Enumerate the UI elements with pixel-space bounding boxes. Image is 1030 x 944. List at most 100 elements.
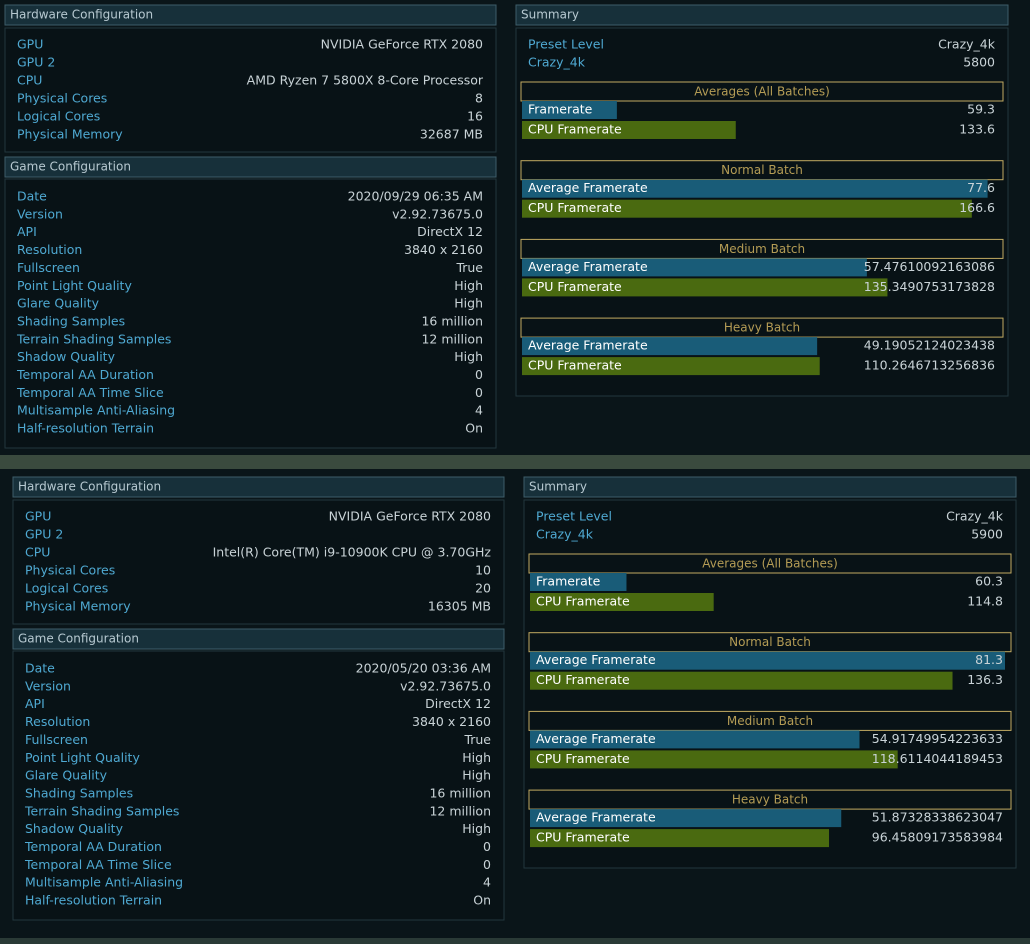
row-value: On <box>473 893 491 908</box>
batch-title: Averages (All Batches) <box>702 557 838 571</box>
bar-label: Average Framerate <box>536 731 656 746</box>
preset-label: Preset Level <box>536 509 612 524</box>
bar-value: 54.91749954223633 <box>872 731 1003 746</box>
row-label: Shadow Quality <box>17 349 116 364</box>
row-label: Glare Quality <box>25 768 108 783</box>
row-value: High <box>454 349 483 364</box>
separator-strip <box>0 455 1030 469</box>
bar-label: CPU Framerate <box>528 200 622 215</box>
batch-title: Heavy Batch <box>724 321 800 335</box>
bar <box>530 573 627 591</box>
row-value: 12 million <box>421 331 483 346</box>
row-value: 20 <box>475 581 491 596</box>
row-label: Point Light Quality <box>25 750 140 765</box>
batch-title: Normal Batch <box>721 163 803 177</box>
bar-value: 81.3 <box>975 652 1003 667</box>
row-label: Half-resolution Terrain <box>25 893 162 908</box>
bar-label: Average Framerate <box>536 810 656 825</box>
bar-value: 136.3 <box>967 672 1003 687</box>
bar-label: CPU Framerate <box>528 279 622 294</box>
batch-title: Normal Batch <box>729 635 811 649</box>
section-header <box>4 156 497 178</box>
row-value: High <box>454 296 483 311</box>
bar-label: Framerate <box>528 102 593 117</box>
preset-label: Preset Level <box>528 37 604 52</box>
row-value: 0 <box>475 367 483 382</box>
bar-label: CPU Framerate <box>536 594 630 609</box>
row-label: GPU <box>17 37 43 52</box>
row-value: 32687 MB <box>420 127 483 142</box>
row-value: NVIDIA GeForce RTX 2080 <box>321 37 483 52</box>
bar-label: Average Framerate <box>528 259 648 274</box>
row-label: Physical Cores <box>17 91 107 106</box>
preset-label: Crazy_4k <box>528 55 586 70</box>
bar <box>522 101 617 119</box>
row-label: Logical Cores <box>25 581 108 596</box>
bar-value: 118.6114044189453 <box>872 751 1003 766</box>
row-value: 0 <box>483 857 491 872</box>
bar-label: CPU Framerate <box>536 672 630 687</box>
row-value: 0 <box>475 385 483 400</box>
bottom-strip <box>0 938 1030 944</box>
section-title: Game Configuration <box>18 632 139 646</box>
row-label: GPU 2 <box>17 55 55 70</box>
section-title: Game Configuration <box>10 160 131 174</box>
row-label: Version <box>17 206 63 221</box>
row-label: Shadow Quality <box>25 821 124 836</box>
section-header <box>12 628 505 650</box>
row-value: Intel(R) Core(TM) i9-10900K CPU @ 3.70GH… <box>213 545 492 560</box>
bar <box>522 357 820 376</box>
row-value: DirectX 12 <box>425 696 491 711</box>
row-label: Half-resolution Terrain <box>17 421 154 436</box>
row-value: 16305 MB <box>428 599 491 614</box>
bar <box>522 258 867 277</box>
row-label: GPU <box>25 509 51 524</box>
row-label: Physical Cores <box>25 563 115 578</box>
bar-value: 96.45809173583984 <box>872 830 1003 845</box>
preset-value: 5900 <box>971 527 1003 542</box>
row-label: Fullscreen <box>25 732 88 747</box>
row-label: Physical Memory <box>17 127 123 142</box>
row-value: 3840 x 2160 <box>412 714 491 729</box>
batch-title: Medium Batch <box>727 714 813 728</box>
bar <box>530 829 830 848</box>
bar-value: 133.6 <box>959 122 995 137</box>
row-label: Temporal AA Duration <box>16 367 154 382</box>
section-header <box>523 476 1017 498</box>
bar <box>530 730 860 749</box>
bar <box>530 750 898 769</box>
row-label: Resolution <box>25 714 90 729</box>
row-value: 4 <box>475 403 483 418</box>
row-value: 4 <box>483 875 491 890</box>
batch-title: Averages (All Batches) <box>694 85 830 99</box>
row-label: Temporal AA Duration <box>24 839 162 854</box>
row-value: DirectX 12 <box>417 224 483 239</box>
row-value: v2.92.73675.0 <box>400 678 491 693</box>
row-value: 16 million <box>421 313 483 328</box>
preset-value: Crazy_4k <box>938 37 996 52</box>
row-value: 12 million <box>429 803 491 818</box>
bar-label: CPU Framerate <box>536 830 630 845</box>
bar-label: Framerate <box>536 574 601 589</box>
row-label: Point Light Quality <box>17 278 132 293</box>
row-value: True <box>455 260 483 275</box>
row-value: 8 <box>475 91 483 106</box>
section-box <box>12 650 505 921</box>
row-value: High <box>454 278 483 293</box>
bar-label: CPU Framerate <box>528 358 622 373</box>
row-label: API <box>25 696 45 711</box>
bar-label: Average Framerate <box>528 180 648 195</box>
row-label: Temporal AA Time Slice <box>16 385 164 400</box>
row-label: GPU 2 <box>25 527 63 542</box>
bar <box>530 671 953 690</box>
bar-value: 110.2646713256836 <box>864 358 995 373</box>
row-label: Logical Cores <box>17 109 100 124</box>
preset-value: Crazy_4k <box>946 509 1004 524</box>
row-value: 2020/05/20 03:36 AM <box>356 661 491 676</box>
section-header <box>4 4 497 26</box>
row-label: Date <box>17 189 47 204</box>
bar-label: Average Framerate <box>528 338 648 353</box>
row-label: CPU <box>17 73 42 88</box>
row-label: Resolution <box>17 242 82 257</box>
